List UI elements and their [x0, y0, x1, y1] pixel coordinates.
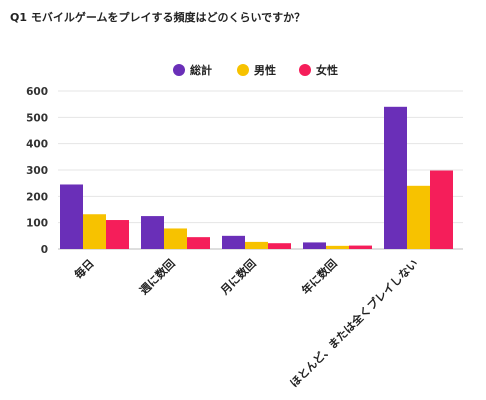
chart-legend: 総計 男性 女性 — [173, 63, 338, 77]
x-tick-label: ほとんど、または全くプレイしない — [287, 256, 421, 390]
y-tick-label: 200 — [26, 191, 48, 203]
bars — [60, 106, 453, 249]
legend-label: 男性 — [254, 63, 276, 77]
bar — [245, 241, 268, 249]
legend-marker — [299, 64, 311, 76]
x-tick-label: 毎日 — [71, 256, 96, 281]
x-tick-label: 月に数回 — [217, 256, 259, 298]
bar — [268, 243, 291, 249]
y-tick-label: 400 — [26, 139, 48, 151]
legend-marker — [173, 64, 185, 76]
bar — [384, 106, 407, 249]
bar — [60, 184, 83, 249]
legend-label: 女性 — [316, 63, 338, 77]
y-axis: 0 100 200 300 400 500 600 — [26, 86, 48, 256]
bar — [164, 228, 187, 249]
bar — [141, 216, 164, 249]
bar — [83, 214, 106, 249]
chart-title: Q1 モバイルゲームをプレイする頻度はどのくらいですか？ — [10, 11, 306, 24]
x-tick-label: 年に数回 — [299, 256, 340, 297]
y-tick-label: 300 — [26, 165, 48, 177]
bar — [222, 235, 245, 249]
bar — [326, 245, 349, 249]
bar — [187, 237, 210, 249]
bar — [106, 220, 129, 249]
bar — [349, 245, 372, 249]
bar — [407, 185, 430, 249]
y-tick-label: 600 — [26, 86, 48, 98]
bar — [430, 170, 453, 249]
bar — [303, 242, 326, 249]
legend-label: 総計 — [190, 63, 212, 77]
y-tick-label: 100 — [26, 218, 48, 230]
x-tick-label: 週に数回 — [137, 256, 178, 297]
y-tick-label: 0 — [41, 244, 48, 256]
y-tick-label: 500 — [26, 112, 48, 124]
legend-marker — [237, 64, 249, 76]
